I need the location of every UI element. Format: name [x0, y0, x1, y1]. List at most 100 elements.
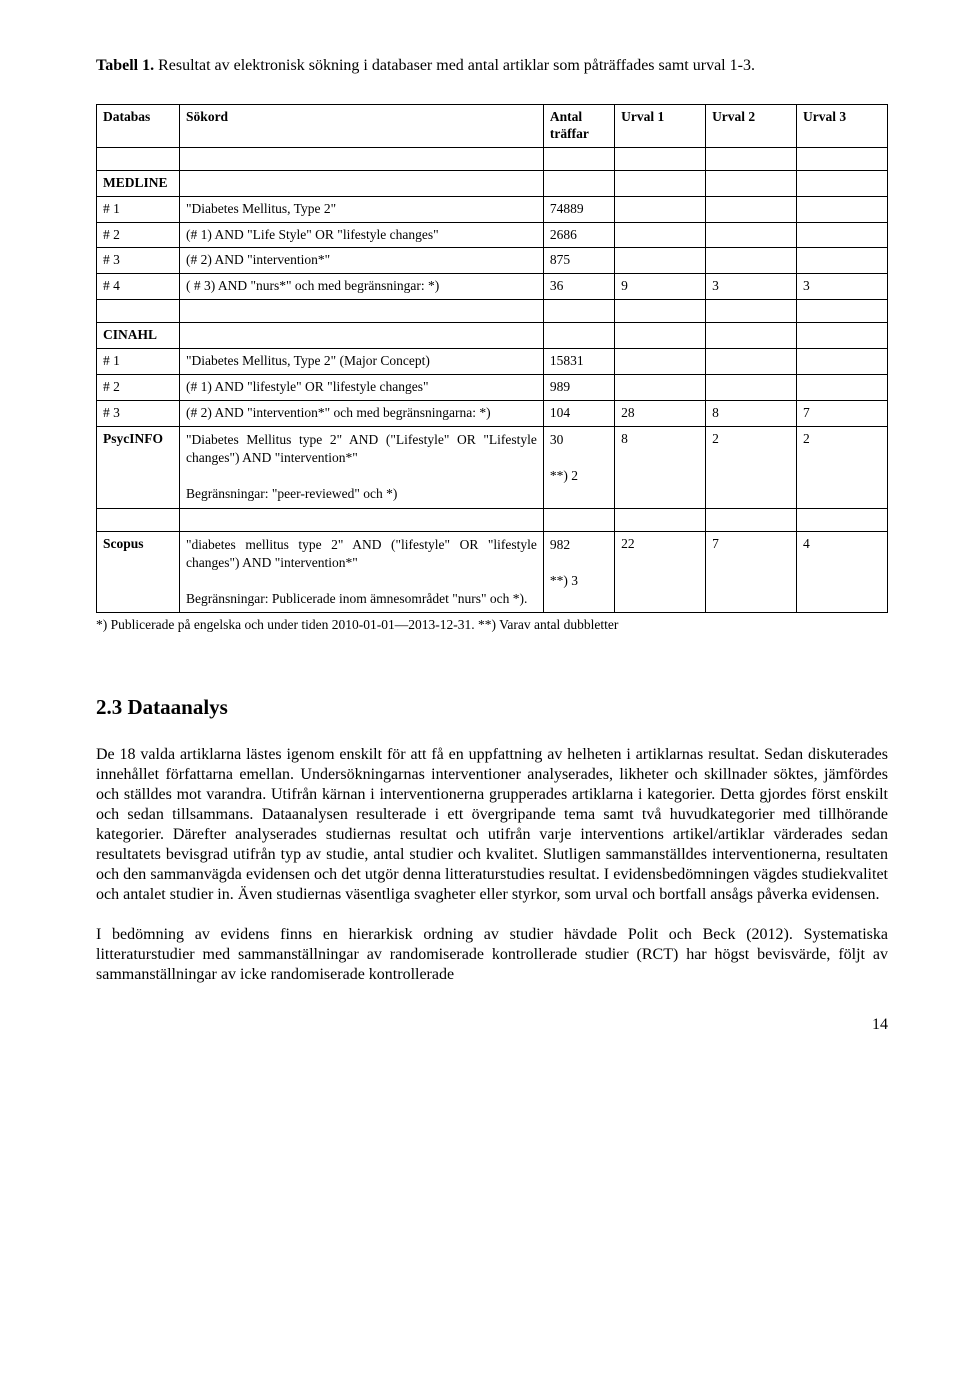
table-cell: MEDLINE [97, 170, 180, 196]
caption-rest: Resultat av elektronisk sökning i databa… [154, 57, 755, 74]
table-row: # 4( # 3) AND "nurs*" och med begränsnin… [97, 274, 888, 300]
table-cell [615, 300, 706, 323]
table-cell [797, 222, 888, 248]
table-cell [706, 170, 797, 196]
table-cell [97, 147, 180, 170]
table-cell [615, 222, 706, 248]
table-body: MEDLINE# 1"Diabetes Mellitus, Type 2"748… [97, 147, 888, 613]
table-cell: 74889 [543, 196, 614, 222]
table-cell [543, 300, 614, 323]
th-urval3: Urval 3 [797, 105, 888, 148]
table-cell: ( # 3) AND "nurs*" och med begränsningar… [180, 274, 544, 300]
table-cell [615, 349, 706, 375]
table-cell [797, 349, 888, 375]
table-cell [615, 374, 706, 400]
table-cell: (# 2) AND "intervention*" och med begrän… [180, 400, 544, 426]
section-heading: 2.3 Dataanalys [96, 694, 888, 720]
th-urval2: Urval 2 [706, 105, 797, 148]
table-cell [706, 300, 797, 323]
table-row: # 3(# 2) AND "intervention*" och med beg… [97, 400, 888, 426]
table-cell [615, 248, 706, 274]
table-row [97, 300, 888, 323]
table-cell: 982**) 3 [543, 531, 614, 613]
table-cell [797, 147, 888, 170]
body-paragraph-1: De 18 valda artiklarna lästes igenom ens… [96, 745, 888, 905]
table-cell [180, 147, 544, 170]
table-cell [180, 323, 544, 349]
table-cell: 3 [797, 274, 888, 300]
table-row: Scopus"diabetes mellitus type 2" AND ("l… [97, 531, 888, 613]
table-cell: 989 [543, 374, 614, 400]
table-cell: "Diabetes Mellitus type 2" AND ("Lifesty… [180, 426, 544, 508]
th-sokord: Sökord [180, 105, 544, 148]
th-databas: Databas [97, 105, 180, 148]
table-cell: # 3 [97, 248, 180, 274]
table-cell [797, 196, 888, 222]
table-cell [615, 508, 706, 531]
table-cell: # 2 [97, 374, 180, 400]
table-cell: # 4 [97, 274, 180, 300]
table-cell [543, 170, 614, 196]
table-cell [797, 170, 888, 196]
table-cell: # 3 [97, 400, 180, 426]
table-cell: 22 [615, 531, 706, 613]
table-cell [180, 508, 544, 531]
table-cell: 104 [543, 400, 614, 426]
table-cell [706, 222, 797, 248]
table-cell [706, 508, 797, 531]
table-cell [797, 300, 888, 323]
table-cell [706, 196, 797, 222]
table-row: # 1"Diabetes Mellitus, Type 2" (Major Co… [97, 349, 888, 375]
body-paragraph-2: I bedömning av evidens finns en hierarki… [96, 925, 888, 985]
table-cell: 9 [615, 274, 706, 300]
table-cell: (# 2) AND "intervention*" [180, 248, 544, 274]
table-cell [706, 323, 797, 349]
search-results-table: Databas Sökord Antal träffar Urval 1 Urv… [96, 104, 888, 613]
table-cell [706, 248, 797, 274]
table-cell [180, 170, 544, 196]
table-cell [706, 349, 797, 375]
th-urval1: Urval 1 [615, 105, 706, 148]
table-row: # 3(# 2) AND "intervention*"875 [97, 248, 888, 274]
table-cell: "diabetes mellitus type 2" AND ("lifesty… [180, 531, 544, 613]
table-cell: (# 1) AND "lifestyle" OR "lifestyle chan… [180, 374, 544, 400]
table-cell: # 2 [97, 222, 180, 248]
table-row [97, 508, 888, 531]
table-cell: 30**) 2 [543, 426, 614, 508]
table-cell: (# 1) AND "Life Style" OR "lifestyle cha… [180, 222, 544, 248]
table-cell [797, 508, 888, 531]
table-cell: 4 [797, 531, 888, 613]
table-cell [615, 196, 706, 222]
table-cell [706, 374, 797, 400]
table-cell: CINAHL [97, 323, 180, 349]
table-cell: 2 [797, 426, 888, 508]
table-cell [543, 323, 614, 349]
table-cell: 7 [797, 400, 888, 426]
table-cell: 8 [615, 426, 706, 508]
table-row: MEDLINE [97, 170, 888, 196]
table-cell: PsycINFO [97, 426, 180, 508]
table-cell [706, 147, 797, 170]
table-cell: 2 [706, 426, 797, 508]
table-cell [97, 508, 180, 531]
table-caption: Tabell 1. Resultat av elektronisk söknin… [96, 56, 888, 76]
table-cell: "Diabetes Mellitus, Type 2" (Major Conce… [180, 349, 544, 375]
table-cell: # 1 [97, 196, 180, 222]
table-cell: 3 [706, 274, 797, 300]
table-cell [615, 323, 706, 349]
table-cell: 8 [706, 400, 797, 426]
table-cell: 36 [543, 274, 614, 300]
table-cell: # 1 [97, 349, 180, 375]
table-cell [797, 248, 888, 274]
table-cell: 875 [543, 248, 614, 274]
th-antal: Antal träffar [543, 105, 614, 148]
table-row [97, 147, 888, 170]
table-row: CINAHL [97, 323, 888, 349]
page-number: 14 [96, 1015, 888, 1035]
table-cell [797, 323, 888, 349]
table-cell: "Diabetes Mellitus, Type 2" [180, 196, 544, 222]
table-cell: 7 [706, 531, 797, 613]
table-cell [543, 508, 614, 531]
table-cell [615, 147, 706, 170]
table-cell: 15831 [543, 349, 614, 375]
